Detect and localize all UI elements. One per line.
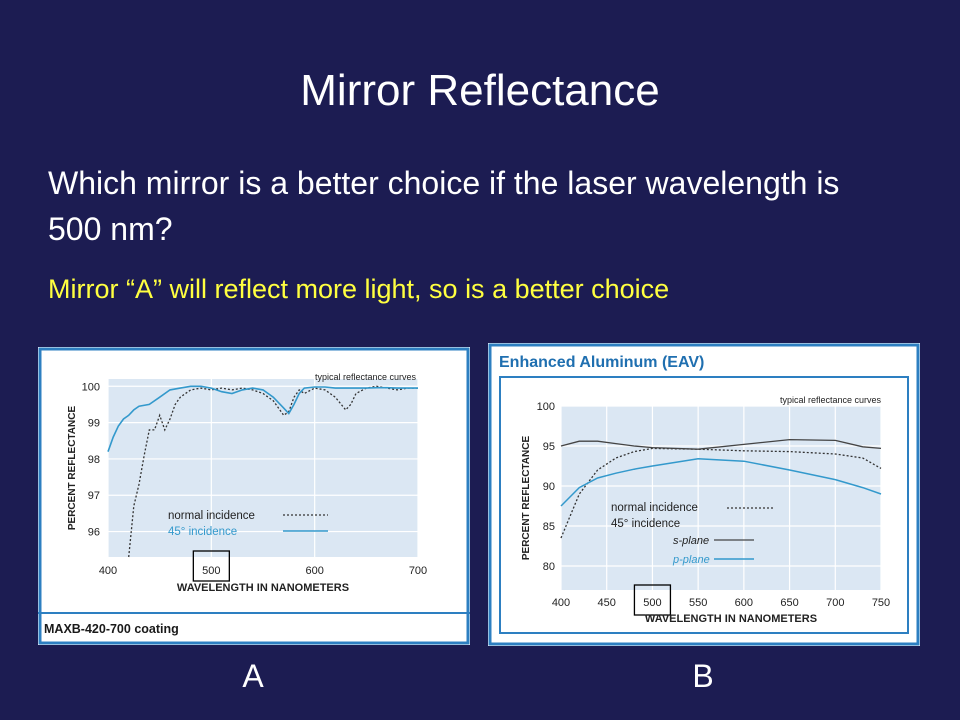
chart-subtitle: typical reflectance curves — [780, 395, 882, 405]
label-b: B — [692, 658, 714, 694]
x-tick-label: 600 — [735, 597, 753, 609]
frame — [488, 343, 920, 646]
legend-45: 45° incidence — [611, 518, 680, 530]
y-tick-label: 99 — [88, 418, 100, 430]
chart-caption: MAXB-420-700 coating — [44, 622, 179, 636]
y-tick-label: 100 — [537, 401, 555, 413]
legend-normal: normal incidence — [168, 510, 255, 522]
x-tick-label: 650 — [780, 597, 798, 609]
question-text: Which mirror is a better choice if the l… — [48, 165, 840, 247]
label-a: A — [242, 658, 264, 694]
y-tick-label: 90 — [543, 481, 555, 493]
y-tick-label: 95 — [543, 441, 555, 453]
y-axis-label: PERCENT REFLECTANCE — [521, 436, 532, 561]
x-tick-label: 700 — [826, 597, 844, 609]
chart-a-panel: 96 97 98 99 100 400 500 600 700 WAVELENGTH IN NAN… — [38, 347, 470, 645]
y-tick-label: 85 — [543, 521, 555, 533]
series-p-plane — [560, 458, 882, 507]
frame — [38, 347, 470, 645]
inner-frame — [499, 376, 909, 634]
y-tick-label: 96 — [88, 527, 100, 539]
x-tick-label: 500 — [643, 597, 661, 609]
legend-45: 45° incidence — [168, 526, 237, 538]
series-45-incidence — [107, 385, 418, 452]
series-normal-incidence — [128, 385, 418, 558]
answer-text: Mirror “A” will reflect more light, so i… — [48, 274, 670, 304]
series-s-plane — [560, 438, 882, 450]
chart-subtitle: typical reflectance curves — [315, 372, 417, 382]
legend-p: p-plane — [672, 554, 710, 566]
chart-a: 96 97 98 99 100 400 500 600 700 WAVELENGTH IN NAN… — [38, 347, 470, 645]
y-tick-label: 97 — [88, 490, 100, 502]
x-tick-label: 750 — [872, 597, 890, 609]
y-tick-label: 80 — [543, 561, 555, 573]
y-axis-label: PERCENT REFLECTANCE — [67, 406, 78, 531]
highlight-box — [192, 550, 230, 582]
x-tick-label: 450 — [598, 597, 616, 609]
x-tick-label: 400 — [99, 565, 117, 577]
chart-b-panel: Enhanced Aluminum (EAV) 80 85 90 95 100 400 450… — [488, 343, 920, 646]
x-tick-label: 600 — [305, 565, 323, 577]
x-tick-label: 700 — [409, 565, 427, 577]
y-tick-label: 100 — [82, 381, 100, 393]
legend-s: s-plane — [673, 535, 709, 547]
legend-normal: normal incidence — [611, 502, 698, 514]
plot-area — [561, 406, 881, 590]
chart-title: Enhanced Aluminum (EAV) — [499, 354, 704, 371]
plot-area — [108, 379, 418, 557]
slide-title: Mirror Reflectance — [300, 66, 660, 115]
highlight-box — [633, 584, 672, 616]
y-tick-label: 98 — [88, 454, 100, 466]
x-tick-label: 550 — [689, 597, 707, 609]
x-tick-label: 400 — [552, 597, 570, 609]
x-axis-label: WAVELENGTH IN NANOMETERS — [645, 613, 817, 625]
chart-b: Enhanced Aluminum (EAV) 80 85 90 95 100 400 450… — [488, 343, 920, 646]
x-tick-label: 500 — [202, 565, 220, 577]
x-axis-label: WAVELENGTH IN NANOMETERS — [177, 582, 349, 594]
